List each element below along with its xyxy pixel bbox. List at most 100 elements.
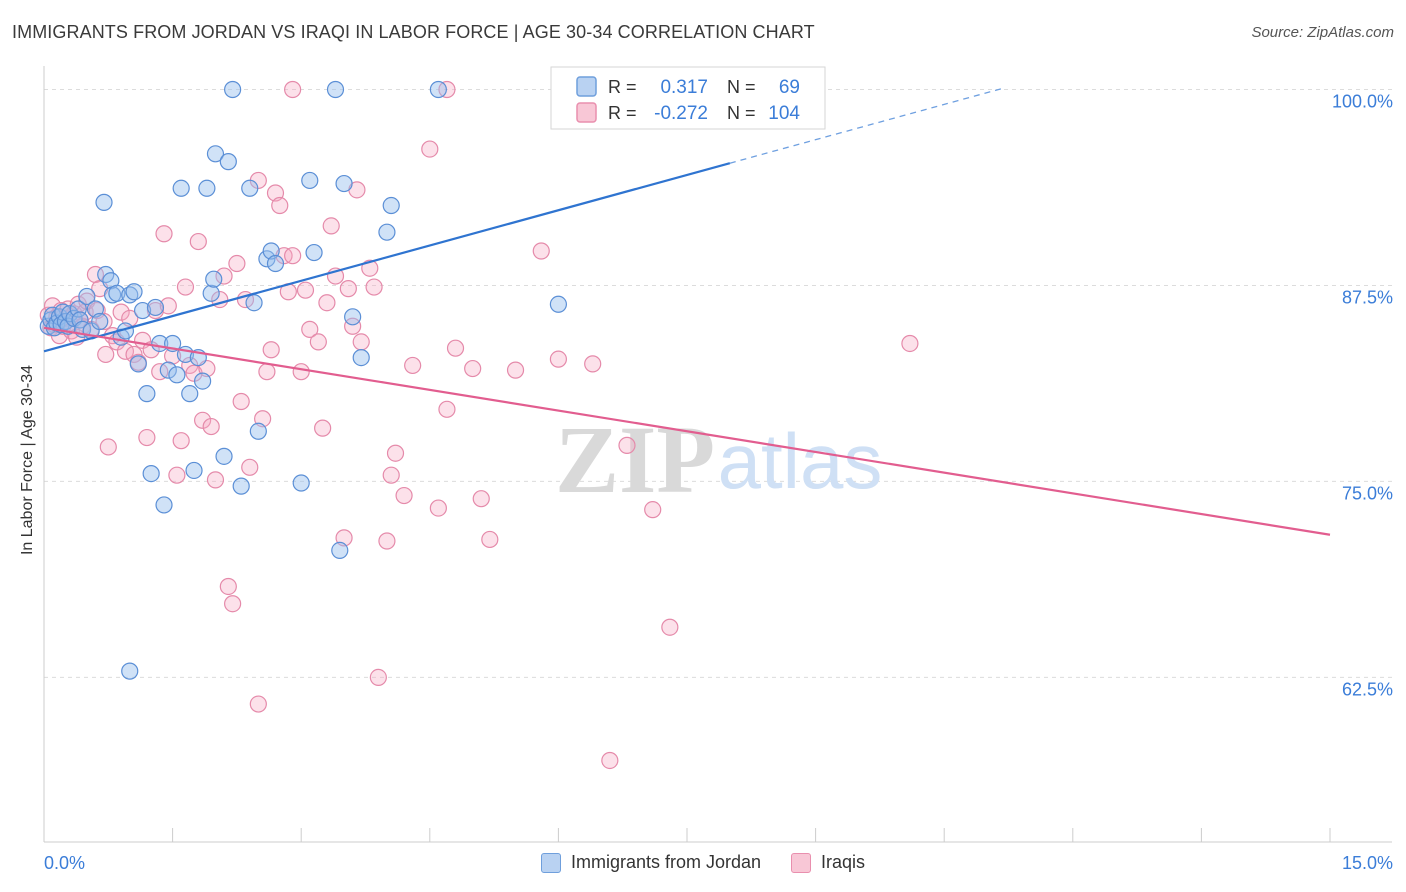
iraqis-point [438,400,456,418]
iraqis-point [189,232,207,251]
iraqis-point [382,466,400,484]
iraqis-point [421,140,439,158]
jordan-point [108,284,126,302]
jordan-point [331,541,349,560]
iraqis-point [365,278,383,296]
iraqis-point [112,303,130,321]
legend-square-iraqis [791,852,812,873]
iraqis-point [644,501,662,519]
iraqis-point [258,363,276,381]
jordan-point [155,496,173,514]
iraqis-point [296,281,315,299]
jordan-point [241,179,259,197]
iraqis-point [271,196,289,215]
iraqis-point [172,432,190,450]
jordan-point [224,80,242,99]
jordan-point [168,366,186,384]
iraqis-point [339,280,357,298]
chart-title: IMMIGRANTS FROM JORDAN VS IRAQI IN LABOR… [12,22,815,42]
watermark: ZIP atlas [555,406,882,513]
x-tick-label: 0.0% [44,853,85,873]
iraqis-point [95,312,113,331]
iraqis-point [464,359,482,378]
jordan-point [159,361,177,379]
jordan-point [305,243,323,262]
iraqis-point [446,339,465,357]
iraqis-point [549,350,568,368]
iraqis-point [532,242,550,260]
legend-swatch-jordan [576,76,597,97]
iraqis-point [309,333,327,351]
jordan-point [232,477,250,495]
jordan-point [142,464,160,483]
jordan-point [206,145,225,163]
y-tick-label: 75.0% [1342,483,1393,503]
jordan-point [138,385,156,403]
iraqis-point [151,363,169,381]
iraqis-point [228,254,246,273]
iraqis-point [344,317,362,335]
jordan-point [352,348,370,367]
iraqis-point [99,438,117,456]
iraqis-point [284,80,302,99]
trend-lines [43,87,1331,536]
jordan-point [185,461,203,480]
legend-label-jordan: Immigrants from Jordan [570,852,762,872]
jordan-point [344,308,362,326]
iraqis-point [155,225,173,243]
iraqis-point [224,595,242,613]
jordan-point [215,447,233,465]
iraqis-point [661,618,679,636]
legend-item-iraqis: Iraqis [791,852,865,873]
iraqis-point [292,363,310,381]
jordan-point [249,422,267,440]
legend-label-iraqis: Iraqis [821,852,866,872]
legend-r-value-jordan: 0.317 [660,77,708,98]
iraqis-point [322,217,340,235]
iraqis-point [215,267,233,285]
jordan-point [245,294,263,312]
legend-n-value-jordan: 69 [779,77,800,98]
iraqis-point [395,486,413,505]
y-axis-label: In Labor Force | Age 30-34 [19,364,36,556]
jordan-point [335,174,353,193]
y-tick-labels: 62.5% 75.0% 87.5% 100.0% [1332,92,1393,700]
bottom-legend: Immigrants from Jordan Iraqis [0,852,1406,873]
iraqis-point [202,417,220,436]
iraqis-point [352,333,370,351]
legend-box: R = 0.317 N = 69 R = -0.272 N = 104 [550,66,826,130]
jordan-point [129,355,147,373]
legend-swatch-iraqis [576,102,597,123]
jordan-point [429,80,447,99]
iraqis-point [241,458,259,476]
gridlines [44,89,1392,678]
iraqis-trend-line [43,326,1331,536]
x-tick-labels: 0.0% 15.0% [44,853,1393,873]
iraqis-point [314,419,332,437]
jordan-point [326,80,345,99]
jordan-point [202,284,220,302]
iraqis-point [378,532,396,550]
iraqis-point [262,341,280,359]
iraqis-point [584,355,602,373]
iraqis-point [506,361,525,379]
jordan-point [146,298,165,317]
jordan-point [292,474,310,492]
iraqis-point [301,320,319,338]
jordan-point [301,171,319,190]
iraqis-point [404,356,422,375]
jordan-point [205,270,223,288]
iraqis-point [232,392,250,411]
jordan-point [194,372,212,390]
iraqis-point [386,444,405,462]
iraqis-point [318,294,336,312]
jordan-point [78,287,96,306]
jordan-points [39,80,568,680]
iraqis-point [901,334,919,353]
source-note: Source: ZipAtlas.com [1251,24,1394,41]
iraqis-point [159,297,177,315]
legend-r-label-iraqis: R = [608,103,637,123]
legend-r-value-iraqis: -0.272 [654,103,708,124]
jordan-point [378,223,396,241]
